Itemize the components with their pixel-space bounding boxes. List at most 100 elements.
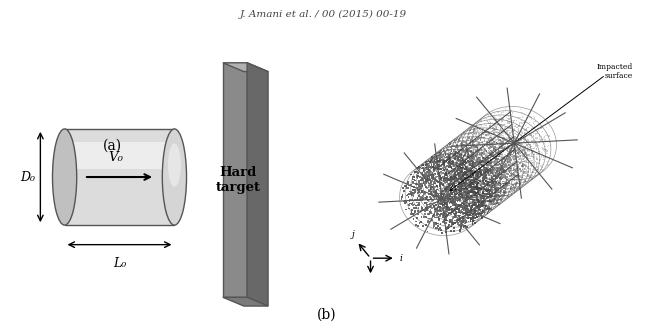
Point <box>510 173 521 179</box>
Point <box>489 136 499 142</box>
Point <box>481 202 492 207</box>
Point <box>420 207 430 212</box>
Point <box>525 169 536 174</box>
Point <box>468 185 478 191</box>
Point <box>519 163 529 168</box>
Point <box>433 191 444 196</box>
Point <box>421 165 432 170</box>
Point <box>447 206 457 212</box>
Point <box>457 183 467 188</box>
Point <box>544 133 554 139</box>
Point <box>437 190 447 196</box>
Point <box>503 154 514 159</box>
Point <box>465 197 475 202</box>
Point <box>458 179 468 184</box>
Point <box>525 114 536 119</box>
Point <box>458 156 468 162</box>
Point <box>435 214 445 219</box>
Point <box>432 171 443 176</box>
Point <box>503 178 513 183</box>
Point <box>432 157 443 163</box>
Point <box>518 151 528 156</box>
Point <box>511 184 521 189</box>
Point <box>506 122 517 127</box>
Point <box>421 159 432 165</box>
Point <box>504 116 514 121</box>
Point <box>503 163 513 168</box>
Point <box>478 142 488 147</box>
Point <box>455 184 466 190</box>
Point <box>435 176 446 181</box>
Point <box>503 140 514 145</box>
Point <box>463 136 473 141</box>
Point <box>449 181 459 186</box>
Point <box>446 173 456 178</box>
Point <box>487 165 497 170</box>
Point <box>492 122 503 127</box>
Point <box>471 181 481 186</box>
Point <box>508 151 519 156</box>
Point <box>472 160 483 165</box>
Point <box>482 167 492 172</box>
Point <box>442 194 452 199</box>
Point <box>517 147 528 152</box>
Point <box>461 185 471 190</box>
Point <box>474 153 484 159</box>
Point <box>468 208 479 214</box>
Point <box>475 175 486 180</box>
Point <box>488 135 499 141</box>
Point <box>474 181 484 186</box>
Point <box>440 193 450 198</box>
Point <box>440 209 450 214</box>
Point <box>472 150 483 155</box>
Point <box>507 131 517 136</box>
Point <box>530 142 541 147</box>
Point <box>484 163 495 168</box>
Point <box>469 197 479 203</box>
Point <box>451 173 461 179</box>
Point <box>457 193 467 198</box>
Point <box>534 167 544 173</box>
Point <box>452 163 463 168</box>
Text: Impacted
surface: Impacted surface <box>596 63 632 80</box>
Point <box>519 144 529 150</box>
Point <box>475 138 486 143</box>
Point <box>443 184 453 189</box>
Point <box>437 191 448 196</box>
Point <box>425 201 435 206</box>
Point <box>487 148 497 153</box>
Point <box>483 183 493 188</box>
Point <box>420 208 430 213</box>
Point <box>469 188 479 193</box>
Point <box>463 177 473 183</box>
Point <box>494 163 505 169</box>
Point <box>537 137 548 143</box>
Point <box>486 151 496 156</box>
Point <box>524 175 534 181</box>
Point <box>519 156 529 162</box>
Point <box>490 165 500 170</box>
Point <box>463 185 474 191</box>
Point <box>492 168 503 173</box>
Point <box>434 164 444 169</box>
Point <box>447 158 457 164</box>
Point <box>438 161 448 167</box>
Point <box>455 204 465 210</box>
Point <box>510 165 520 171</box>
Point <box>507 162 517 167</box>
Point <box>459 153 470 158</box>
Point <box>469 137 479 143</box>
Point <box>439 211 450 217</box>
Point <box>498 112 508 117</box>
Point <box>481 193 491 199</box>
Point <box>444 195 454 200</box>
Point <box>449 166 459 171</box>
Point <box>486 168 496 173</box>
Point <box>452 163 463 168</box>
Point <box>490 200 501 205</box>
Point <box>455 184 466 189</box>
Point <box>530 132 541 137</box>
Point <box>453 192 464 197</box>
Point <box>448 140 459 145</box>
Point <box>469 155 479 160</box>
